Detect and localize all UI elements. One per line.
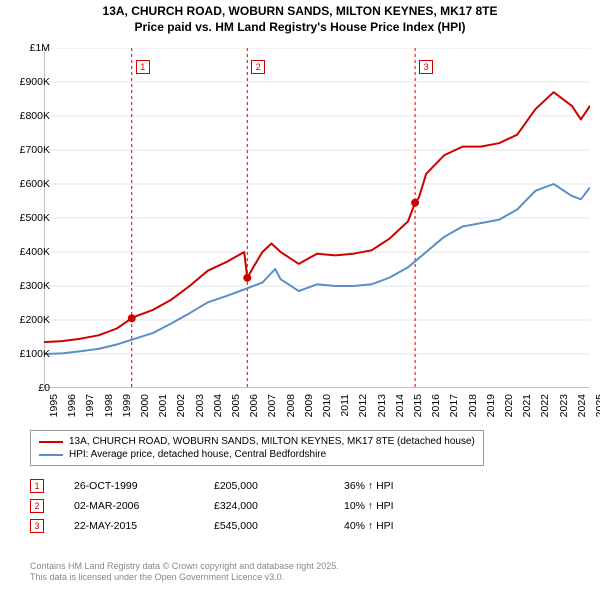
y-tick-label: £100K (20, 348, 50, 360)
x-tick-label: 2021 (521, 394, 533, 417)
x-tick-label: 2000 (139, 394, 151, 417)
y-tick-label: £1M (30, 42, 50, 54)
x-tick-label: 1995 (48, 394, 60, 417)
x-tick-label: 2012 (357, 394, 369, 417)
x-tick-label: 2013 (376, 394, 388, 417)
title-line-2: Price paid vs. HM Land Registry's House … (0, 20, 600, 36)
events-table: 1 26-OCT-1999 £205,000 36% ↑ HPI 2 02-MA… (30, 476, 570, 536)
event-hpi: 36% ↑ HPI (344, 480, 444, 492)
x-tick-label: 2009 (303, 394, 315, 417)
x-tick-label: 2023 (558, 394, 570, 417)
x-tick-label: 2005 (230, 394, 242, 417)
chart-area (44, 48, 590, 388)
x-tick-label: 2017 (448, 394, 460, 417)
event-hpi: 40% ↑ HPI (344, 520, 444, 532)
x-tick-label: 2004 (212, 394, 224, 417)
x-tick-label: 1998 (103, 394, 115, 417)
event-row: 2 02-MAR-2006 £324,000 10% ↑ HPI (30, 496, 570, 516)
y-tick-label: £800K (20, 110, 50, 122)
y-tick-label: £500K (20, 212, 50, 224)
chart-svg (44, 48, 590, 388)
event-date: 26-OCT-1999 (74, 480, 214, 492)
event-price: £324,000 (214, 500, 344, 512)
x-tick-label: 2010 (321, 394, 333, 417)
annotation-marker: 1 (136, 60, 150, 74)
event-marker-2: 2 (30, 499, 44, 513)
annotation-marker: 3 (419, 60, 433, 74)
x-tick-label: 2001 (157, 394, 169, 417)
legend-label-1: HPI: Average price, detached house, Cent… (69, 449, 326, 460)
legend-swatch-1 (39, 454, 63, 456)
x-tick-label: 2002 (175, 394, 187, 417)
x-tick-label: 2008 (285, 394, 297, 417)
x-tick-label: 1997 (84, 394, 96, 417)
x-tick-label: 2022 (539, 394, 551, 417)
x-tick-label: 2011 (339, 394, 351, 417)
legend: 13A, CHURCH ROAD, WOBURN SANDS, MILTON K… (30, 430, 484, 466)
event-price: £205,000 (214, 480, 344, 492)
event-hpi: 10% ↑ HPI (344, 500, 444, 512)
y-tick-label: £0 (38, 382, 50, 394)
x-tick-label: 2003 (194, 394, 206, 417)
event-date: 02-MAR-2006 (74, 500, 214, 512)
x-tick-label: 2019 (485, 394, 497, 417)
x-tick-label: 2016 (430, 394, 442, 417)
chart-container: 13A, CHURCH ROAD, WOBURN SANDS, MILTON K… (0, 0, 600, 590)
x-tick-label: 2025 (594, 394, 600, 417)
x-tick-label: 2006 (248, 394, 260, 417)
y-tick-label: £200K (20, 314, 50, 326)
y-tick-label: £600K (20, 178, 50, 190)
event-date: 22-MAY-2015 (74, 520, 214, 532)
y-tick-label: £400K (20, 246, 50, 258)
event-row: 1 26-OCT-1999 £205,000 36% ↑ HPI (30, 476, 570, 496)
y-tick-label: £700K (20, 144, 50, 156)
x-tick-label: 1999 (121, 394, 133, 417)
footer-line-2: This data is licensed under the Open Gov… (30, 572, 339, 584)
x-tick-label: 2024 (576, 394, 588, 417)
x-tick-label: 2015 (412, 394, 424, 417)
x-tick-label: 2014 (394, 394, 406, 417)
event-price: £545,000 (214, 520, 344, 532)
x-tick-label: 2018 (467, 394, 479, 417)
x-tick-label: 2020 (503, 394, 515, 417)
event-marker-3: 3 (30, 519, 44, 533)
footer-line-1: Contains HM Land Registry data © Crown c… (30, 561, 339, 573)
legend-item: 13A, CHURCH ROAD, WOBURN SANDS, MILTON K… (39, 435, 475, 448)
y-tick-label: £900K (20, 76, 50, 88)
chart-title: 13A, CHURCH ROAD, WOBURN SANDS, MILTON K… (0, 0, 600, 35)
annotation-marker: 2 (251, 60, 265, 74)
title-line-1: 13A, CHURCH ROAD, WOBURN SANDS, MILTON K… (0, 4, 600, 20)
legend-swatch-0 (39, 441, 63, 443)
x-tick-label: 2007 (266, 394, 278, 417)
footer: Contains HM Land Registry data © Crown c… (30, 561, 339, 584)
y-tick-label: £300K (20, 280, 50, 292)
x-tick-label: 1996 (66, 394, 78, 417)
event-row: 3 22-MAY-2015 £545,000 40% ↑ HPI (30, 516, 570, 536)
legend-item: HPI: Average price, detached house, Cent… (39, 448, 475, 461)
legend-label-0: 13A, CHURCH ROAD, WOBURN SANDS, MILTON K… (69, 436, 475, 447)
event-marker-1: 1 (30, 479, 44, 493)
